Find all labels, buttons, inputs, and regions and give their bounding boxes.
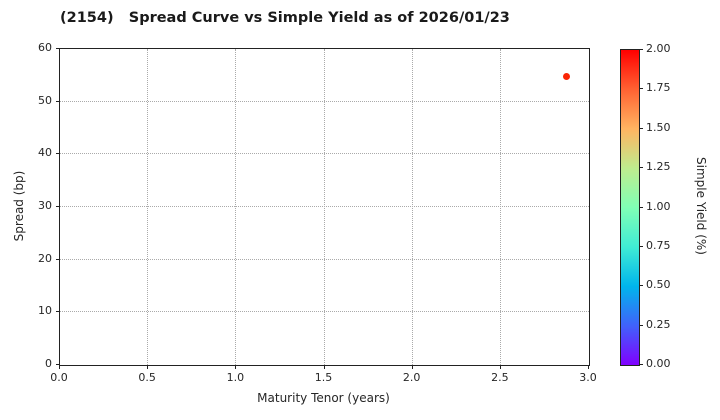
colorbar-tick-label: 0.00: [646, 357, 671, 370]
scatter-data-point: [563, 73, 571, 81]
y-axis-tick-label: 50: [38, 93, 52, 107]
x-axis-tick-label: 3.0: [579, 371, 597, 384]
y-axis-tick-label: 10: [38, 304, 52, 318]
colorbar: [620, 49, 640, 366]
x-axis-tick: [59, 366, 60, 369]
x-axis-tick-label: 2.0: [402, 371, 421, 384]
grid-line-horizontal: [60, 100, 589, 102]
colorbar-tick: [640, 285, 643, 287]
x-axis-tick: [323, 366, 325, 369]
grid-line-horizontal: [60, 258, 589, 260]
colorbar-tick: [640, 49, 643, 50]
colorbar-tick-label: 0.25: [646, 317, 671, 331]
x-axis-tick: [411, 366, 413, 369]
grid-line-horizontal: [60, 153, 589, 155]
colorbar-tick: [640, 88, 643, 90]
x-axis-tick-label: 1.0: [226, 371, 245, 384]
x-axis-tick: [499, 366, 501, 369]
x-axis-tick-label: 0.0: [50, 371, 68, 384]
colorbar-tick-label: 1.00: [646, 199, 671, 213]
colorbar-tick: [640, 245, 643, 247]
plot-area: [59, 48, 590, 366]
grid-line-vertical: [499, 49, 501, 365]
y-axis-tick: [56, 153, 59, 155]
x-axis-tick-label: 1.5: [314, 371, 333, 384]
chart-title: (2154) Spread Curve vs Simple Yield as o…: [60, 10, 510, 26]
y-axis-tick: [56, 311, 59, 313]
colorbar-tick: [640, 324, 643, 326]
colorbar-tick-label: 1.25: [646, 160, 671, 174]
grid-line-horizontal: [60, 206, 589, 207]
y-axis-tick: [56, 206, 59, 207]
y-axis-tick-label: 20: [38, 251, 52, 265]
x-axis-tick-label: 2.5: [491, 371, 509, 384]
colorbar-tick-label: 1.75: [646, 81, 671, 95]
y-axis-tick: [56, 258, 59, 260]
colorbar-tick-label: 0.75: [646, 238, 671, 252]
colorbar-tick-label: 2.00: [646, 42, 671, 55]
grid-line-vertical: [323, 49, 325, 365]
colorbar-tick-label: 0.50: [646, 278, 671, 292]
x-axis-tick: [147, 366, 149, 369]
x-axis-tick: [588, 366, 589, 369]
colorbar-tick: [640, 127, 643, 129]
grid-line-horizontal: [60, 311, 589, 313]
y-axis-tick: [56, 100, 59, 102]
x-axis-tick-label: 0.5: [138, 371, 156, 384]
colorbar-tick-label: 1.50: [646, 120, 671, 134]
y-axis-tick-label: 60: [38, 41, 52, 54]
y-axis-tick: [56, 48, 59, 49]
y-axis-tick-label: 0: [45, 357, 52, 370]
colorbar-tick: [640, 364, 643, 365]
colorbar-tick: [640, 206, 643, 208]
grid-line-vertical: [411, 49, 413, 365]
x-axis-label: Maturity Tenor (years): [257, 391, 390, 405]
colorbar-tick: [640, 167, 643, 169]
grid-line-vertical: [235, 49, 237, 365]
y-axis-tick: [56, 364, 59, 365]
x-axis-tick: [235, 366, 237, 369]
y-axis-tick-label: 40: [38, 146, 52, 160]
colorbar-label: Simple Yield (%): [694, 157, 708, 255]
grid-line-vertical: [147, 49, 149, 365]
y-axis-tick-label: 30: [38, 199, 52, 212]
